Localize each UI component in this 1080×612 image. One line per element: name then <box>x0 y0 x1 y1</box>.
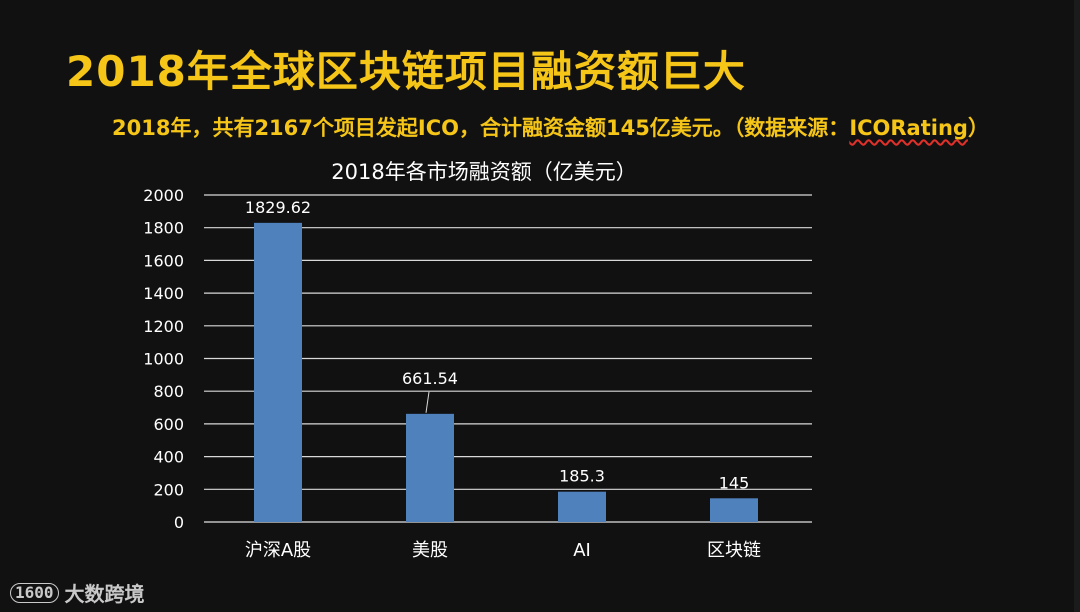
x-tick-label: 美股 <box>412 540 448 561</box>
bar <box>254 222 302 523</box>
chart-title: 2018年各市场融资额（亿美元） <box>331 160 637 184</box>
brand-text: 大数跨境 <box>64 582 145 606</box>
bar <box>710 498 758 522</box>
brand-mark: 1600 <box>10 582 59 603</box>
y-tick-label: 1000 <box>143 350 184 369</box>
subtitle-main: 2018年，共有2167个项目发起ICO，合计融资金额145亿美元。（数据来源： <box>112 116 850 140</box>
x-tick-label: AI <box>573 540 591 561</box>
subtitle-source: ICORating <box>849 116 968 140</box>
bar <box>406 413 454 522</box>
y-tick-label: 1400 <box>143 284 184 303</box>
x-tick-label: 区块链 <box>707 540 761 561</box>
y-tick-label: 1800 <box>143 219 184 238</box>
slide-subtitle: 2018年，共有2167个项目发起ICO，合计融资金额145亿美元。（数据来源：… <box>112 112 989 142</box>
slide-title: 2018年全球区块链项目融资额巨大 <box>66 47 746 96</box>
x-tick-label: 沪深A股 <box>245 540 311 561</box>
data-label: 661.54 <box>402 369 458 388</box>
y-tick-label: 1600 <box>143 251 184 270</box>
y-tick-label: 0 <box>174 513 184 532</box>
edge-strip <box>1074 0 1080 612</box>
y-tick-label: 600 <box>153 415 184 434</box>
y-tick-label: 200 <box>153 480 184 499</box>
y-tick-label: 2000 <box>143 186 184 205</box>
y-tick-label: 1200 <box>143 317 184 336</box>
y-tick-label: 400 <box>153 448 184 467</box>
data-label: 145 <box>719 473 750 492</box>
bar <box>558 491 606 522</box>
subtitle-end: ） <box>967 116 989 140</box>
data-label: 185.3 <box>559 467 605 486</box>
leader-line <box>425 391 430 413</box>
data-label: 1829.62 <box>245 198 311 217</box>
brand-logo: 1600 大数跨境 <box>10 578 145 607</box>
y-tick-label: 800 <box>153 382 184 401</box>
